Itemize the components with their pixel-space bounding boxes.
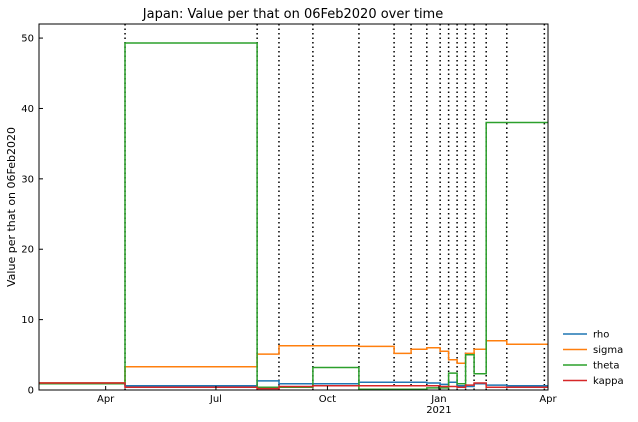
x-tick-sublabel-3: 2021 xyxy=(426,405,451,416)
legend-label-kappa: kappa xyxy=(593,376,624,387)
legend-label-sigma: sigma xyxy=(593,345,623,356)
legend-label-rho: rho xyxy=(593,330,609,341)
x-tick-label-0: Apr xyxy=(97,394,115,405)
y-tick-label-3: 30 xyxy=(21,174,34,185)
plot-area xyxy=(38,23,549,391)
y-axis-label: Value per that on 06Feb2020 xyxy=(5,127,18,287)
series-line-theta xyxy=(39,42,548,391)
plot-frame xyxy=(38,23,549,391)
y-tick-label-5: 50 xyxy=(21,34,34,45)
y-tick-label-0: 0 xyxy=(28,386,34,397)
x-tick-label-3: Jan xyxy=(430,394,446,405)
change-point-markers xyxy=(124,24,546,390)
series-line-kappa xyxy=(39,382,548,390)
y-tick-label-4: 40 xyxy=(21,104,34,115)
x-tick-label-1: Jul xyxy=(209,394,222,405)
y-axis: 0 10 20 30 40 50 xyxy=(21,34,43,397)
legend: rho sigma theta kappa xyxy=(563,330,624,387)
series-line-sigma xyxy=(39,339,548,384)
legend-label-theta: theta xyxy=(593,361,619,372)
x-tick-label-4: Apr xyxy=(539,394,557,405)
series-lines xyxy=(39,42,548,391)
chart-title: Japan: Value per that on 06Feb2020 over … xyxy=(142,7,443,22)
y-tick-label-2: 20 xyxy=(21,245,34,256)
y-tick-label-1: 10 xyxy=(21,315,34,326)
x-tick-label-2: Oct xyxy=(319,394,336,405)
